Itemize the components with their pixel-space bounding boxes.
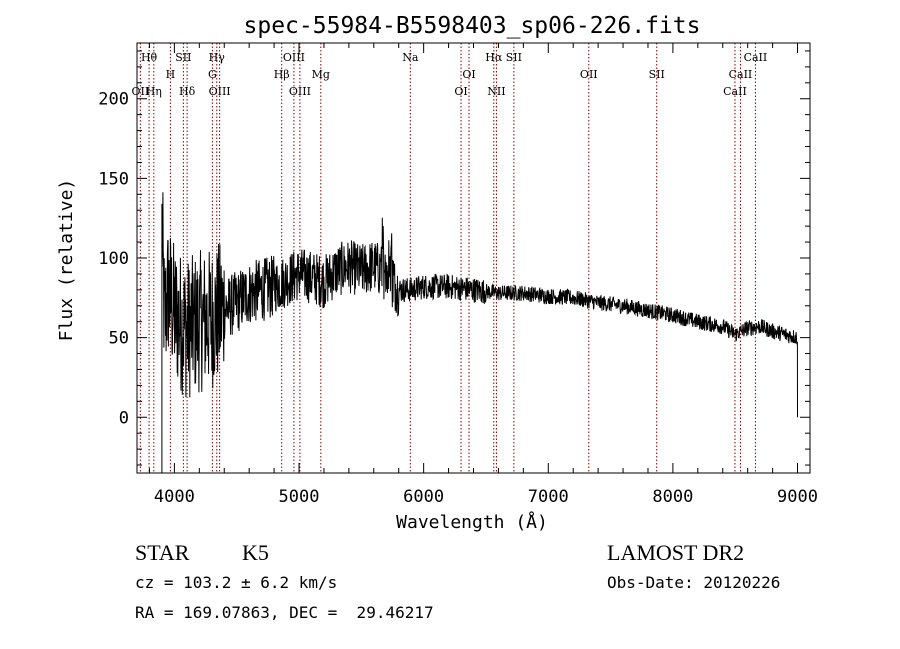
plot-frame bbox=[136, 42, 811, 474]
object-subclass: K5 bbox=[242, 540, 269, 565]
line-marker-label: Hγ bbox=[209, 51, 226, 64]
line-marker-label: OIII bbox=[209, 85, 231, 98]
line-marker-label: H bbox=[166, 68, 176, 81]
chart-title: spec-55984-B5598403_sp06-226.fits bbox=[244, 13, 701, 39]
y-tick-label: 50 bbox=[109, 329, 129, 349]
line-marker-label: OIII bbox=[289, 85, 311, 98]
line-marker-label: G bbox=[208, 68, 217, 81]
line-marker-label: OI bbox=[454, 85, 467, 98]
line-marker-label: Hθ bbox=[141, 51, 158, 64]
line-marker-label: OI bbox=[462, 68, 475, 81]
x-tick-label: 5000 bbox=[279, 487, 320, 507]
line-marker-label: SII bbox=[506, 51, 522, 64]
x-tick-label: 8000 bbox=[652, 487, 693, 507]
line-marker-label: Hβ bbox=[274, 68, 290, 81]
line-marker-label: OIII bbox=[283, 51, 305, 64]
spectrum-line bbox=[161, 192, 798, 473]
line-marker-label: Hδ bbox=[179, 85, 196, 98]
line-marker-label: SII bbox=[649, 68, 665, 81]
line-marker-label: Na bbox=[402, 51, 419, 64]
y-tick-label: 200 bbox=[98, 90, 129, 110]
x-axis-label: Wavelength (Å) bbox=[396, 511, 548, 533]
line-marker-label: Mg bbox=[312, 68, 330, 81]
line-marker-label: SII bbox=[175, 51, 191, 64]
line-marker-label: CaII bbox=[723, 85, 747, 98]
x-tick-label: 4000 bbox=[154, 487, 195, 507]
line-marker-label: Hη bbox=[146, 85, 162, 98]
object-type: STAR bbox=[135, 540, 190, 565]
y-tick-label: 150 bbox=[98, 169, 129, 189]
line-marker-label: NII bbox=[487, 85, 505, 98]
x-tick-label: 7000 bbox=[528, 487, 569, 507]
survey-name: LAMOST DR2 bbox=[607, 540, 745, 565]
line-marker-label: OII bbox=[580, 68, 598, 81]
line-marker-label: CaII bbox=[744, 51, 768, 64]
observation-date: Obs-Date: 20120226 bbox=[607, 573, 781, 592]
line-marker-label: OII bbox=[132, 85, 150, 98]
line-marker-label: Hα bbox=[485, 51, 503, 64]
y-tick-label: 0 bbox=[119, 408, 129, 428]
x-tick-label: 9000 bbox=[777, 487, 818, 507]
redshift-velocity: cz = 103.2 ± 6.2 km/s bbox=[135, 573, 338, 592]
x-tick-label: 6000 bbox=[403, 487, 444, 507]
y-tick-label: 100 bbox=[98, 249, 129, 269]
axes: 4000 5000 6000 7000 8000 9000 0 50 100 150 200 bbox=[98, 42, 818, 507]
coordinates: RA = 169.07863, DEC = 29.46217 bbox=[135, 603, 434, 622]
y-axis-label: Flux (relative) bbox=[56, 179, 77, 342]
line-marker-label: CaII bbox=[729, 68, 753, 81]
